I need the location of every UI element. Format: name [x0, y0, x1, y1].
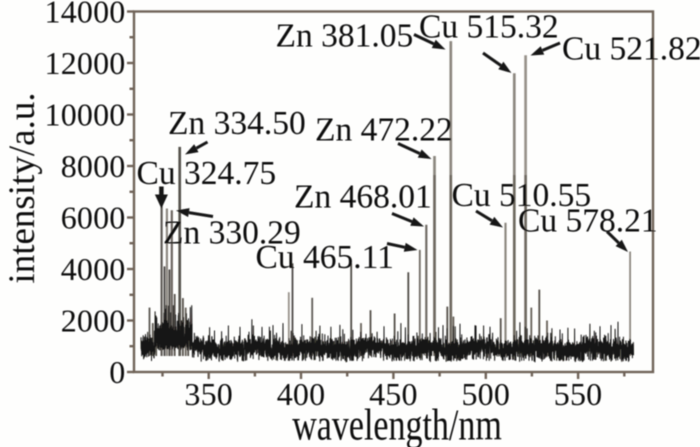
- svg-text:Zn 334.50: Zn 334.50: [168, 105, 306, 142]
- svg-text:400: 400: [277, 376, 326, 412]
- svg-text:10000: 10000: [45, 97, 126, 133]
- svg-text:350: 350: [184, 376, 233, 412]
- svg-text:450: 450: [369, 376, 418, 412]
- svg-text:0: 0: [109, 354, 125, 390]
- svg-text:Cu 465.11: Cu 465.11: [256, 239, 394, 276]
- svg-text:14000: 14000: [45, 0, 126, 30]
- svg-text:Cu 515.32: Cu 515.32: [419, 9, 559, 46]
- svg-text:Cu 510.55: Cu 510.55: [452, 177, 592, 214]
- svg-text:8000: 8000: [61, 148, 126, 184]
- svg-text:Zn 472.22: Zn 472.22: [315, 112, 453, 149]
- svg-text:Cu 324.75: Cu 324.75: [137, 155, 277, 192]
- svg-text:2000: 2000: [61, 303, 126, 339]
- svg-text:Zn 381.05: Zn 381.05: [276, 18, 414, 55]
- svg-text:Zn 468.01: Zn 468.01: [294, 179, 432, 216]
- svg-text:12000: 12000: [45, 45, 126, 81]
- svg-text:4000: 4000: [61, 251, 126, 287]
- svg-text:wavelength/nm: wavelength/nm: [292, 400, 502, 447]
- svg-text:550: 550: [554, 376, 603, 412]
- svg-text:6000: 6000: [61, 200, 126, 236]
- svg-text:intensity/a.u.: intensity/a.u.: [2, 92, 43, 283]
- svg-text:Cu 521.82: Cu 521.82: [562, 31, 700, 68]
- svg-text:Zn 330.29: Zn 330.29: [163, 215, 301, 252]
- svg-text:Cu 578.21: Cu 578.21: [518, 203, 658, 240]
- svg-text:500: 500: [461, 376, 510, 412]
